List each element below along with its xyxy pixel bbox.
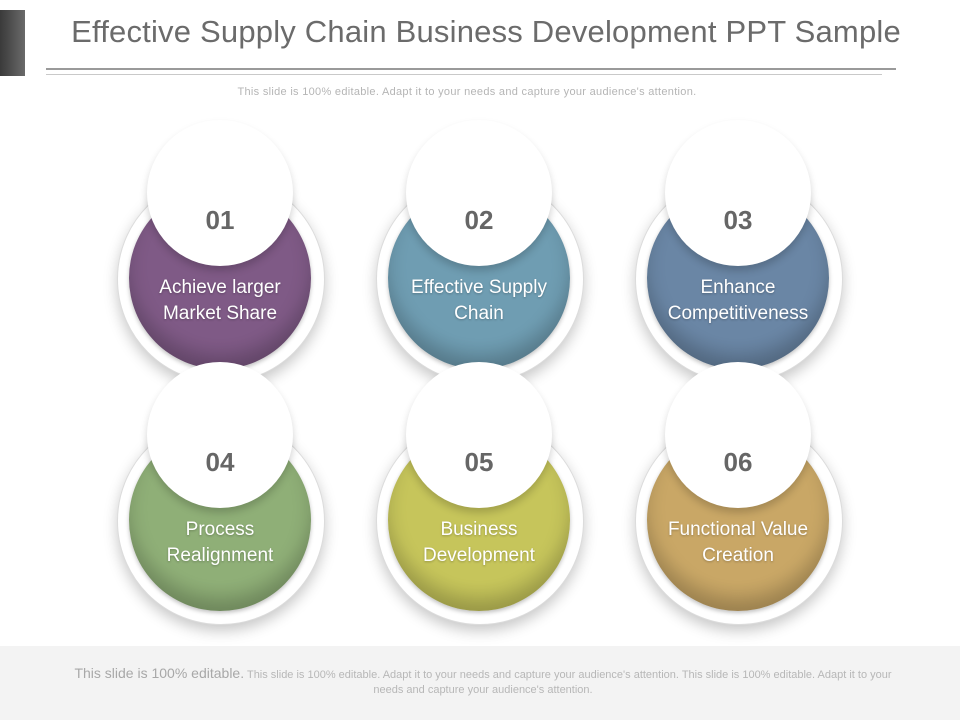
step-badge — [665, 362, 811, 508]
step-item-01: Achieve larger Market Share 01 — [117, 120, 327, 385]
step-label: Enhance Competitiveness — [667, 277, 809, 324]
step-number: 01 — [205, 205, 235, 235]
step-item-06: Functional Value Creation 06 — [635, 362, 845, 627]
step-item-03: Enhance Competitiveness 03 — [635, 120, 845, 385]
step-number: 04 — [205, 447, 235, 477]
step-label: Effective Supply Chain — [411, 277, 547, 324]
step-number: 03 — [723, 205, 753, 235]
title-accent-bar — [0, 10, 25, 76]
step-label: Achieve larger Market Share — [159, 277, 281, 324]
step-number: 02 — [464, 205, 494, 235]
step-badge — [406, 362, 552, 508]
step-label: Functional Value Creation — [667, 519, 809, 566]
footer-body: This slide is 100% editable. Adapt it to… — [246, 669, 892, 696]
step-badge — [147, 362, 293, 508]
footer-text: This slide is 100% editable. This slide … — [60, 666, 906, 698]
footer-band: This slide is 100% editable. This slide … — [0, 646, 960, 720]
step-number: 06 — [723, 447, 753, 477]
step-item-02: Effective Supply Chain 02 — [376, 120, 586, 385]
step-number: 05 — [464, 447, 494, 477]
step-label: Process Realignment — [166, 519, 274, 566]
step-item-05: Business Development 05 — [376, 362, 586, 627]
title-rule-secondary — [46, 74, 882, 75]
footer-lead: This slide is 100% editable. — [74, 665, 245, 681]
slide-title: Effective Supply Chain Business Developm… — [71, 14, 901, 49]
step-badge — [406, 120, 552, 266]
step-badge — [147, 120, 293, 266]
step-badge — [665, 120, 811, 266]
title-rule — [46, 68, 896, 70]
slide-subtitle: This slide is 100% editable. Adapt it to… — [237, 86, 697, 98]
step-item-04: Process Realignment 04 — [117, 362, 327, 627]
step-label: Business Development — [423, 519, 535, 566]
